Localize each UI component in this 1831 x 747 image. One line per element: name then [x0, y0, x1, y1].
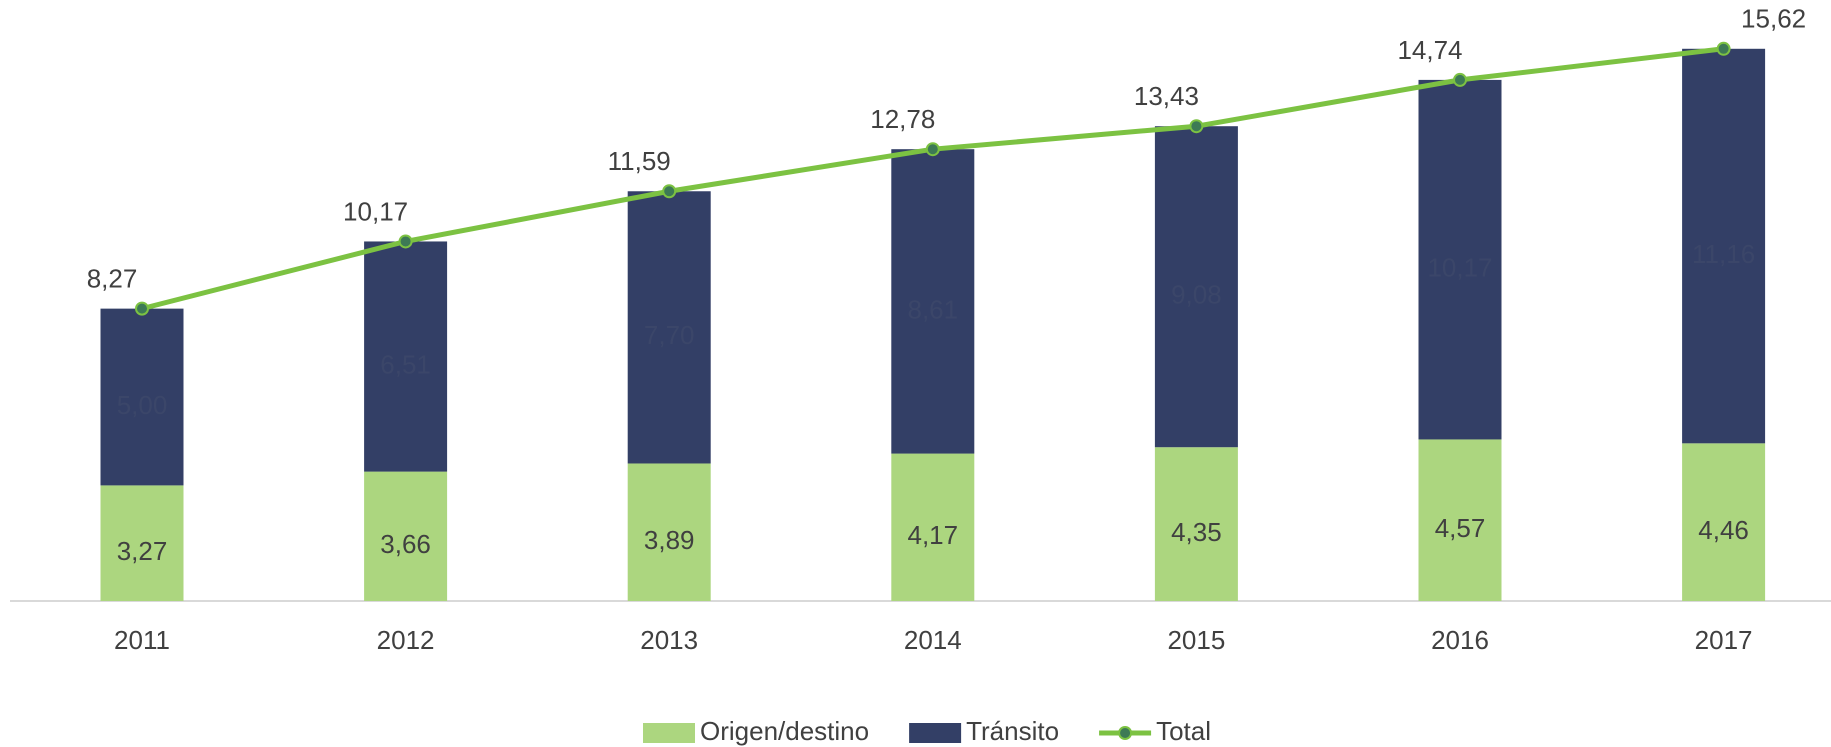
- data-label: 15,62: [1741, 4, 1806, 34]
- legend-swatch: [909, 723, 962, 743]
- bar-segment: [1418, 79, 1502, 440]
- legend-marker: [1118, 726, 1133, 740]
- data-label: 7,70: [644, 320, 695, 350]
- line-marker: [1189, 119, 1204, 134]
- bar-segment: [1682, 443, 1766, 601]
- data-label: 4,57: [1435, 513, 1486, 543]
- bar-segment: [891, 149, 975, 454]
- bar-segment: [627, 191, 711, 464]
- data-label: 10,17: [343, 196, 408, 226]
- data-label: 8,61: [907, 294, 958, 324]
- data-label: 3,66: [380, 529, 431, 559]
- legend-label: Tránsito: [966, 716, 1059, 746]
- bar-segment: [891, 453, 975, 601]
- legend-label: Origen/destino: [700, 716, 869, 746]
- data-label: 9,08: [1171, 280, 1222, 310]
- line-marker: [398, 234, 413, 249]
- bar-segment: [1682, 48, 1766, 444]
- data-label: 12,78: [870, 104, 935, 134]
- data-label: 13,43: [1134, 81, 1199, 111]
- data-label: 3,89: [644, 525, 695, 555]
- data-label: 11,59: [608, 146, 671, 176]
- x-tick-label: 2011: [114, 625, 170, 655]
- data-label: 4,35: [1171, 517, 1222, 547]
- x-tick-label: 2015: [1167, 625, 1225, 655]
- data-label: 6,51: [380, 349, 431, 379]
- data-label: 11,16: [1692, 239, 1755, 269]
- x-tick-label: 2017: [1695, 625, 1753, 655]
- line-marker: [1453, 72, 1467, 87]
- x-tick-label: 2012: [377, 625, 435, 655]
- x-tick-label: 2013: [640, 625, 698, 655]
- data-label: 5,00: [117, 390, 168, 420]
- data-label: 8,27: [87, 264, 138, 294]
- bar-segment: [364, 471, 448, 601]
- bar-segment: [1418, 439, 1502, 601]
- bar-segment: [627, 463, 711, 601]
- data-label: 4,46: [1698, 515, 1749, 545]
- line-marker: [662, 184, 677, 199]
- bar-segment: [1154, 126, 1238, 448]
- bar-segment: [100, 308, 184, 486]
- line-marker: [135, 301, 149, 316]
- legend-swatch: [643, 723, 695, 743]
- x-tick-label: 2016: [1431, 625, 1489, 655]
- data-label: 4,17: [907, 520, 958, 550]
- x-tick-label: 2014: [904, 625, 962, 655]
- bar-segment: [364, 241, 448, 472]
- line-marker: [925, 142, 940, 157]
- line-marker: [1716, 41, 1731, 56]
- bar-segment: [1154, 447, 1238, 601]
- data-label: 3,27: [117, 536, 168, 566]
- legend-label: Total: [1156, 716, 1211, 746]
- data-label: 10,17: [1427, 253, 1492, 283]
- bar-segment: [100, 485, 184, 601]
- data-label: 14,74: [1397, 35, 1462, 65]
